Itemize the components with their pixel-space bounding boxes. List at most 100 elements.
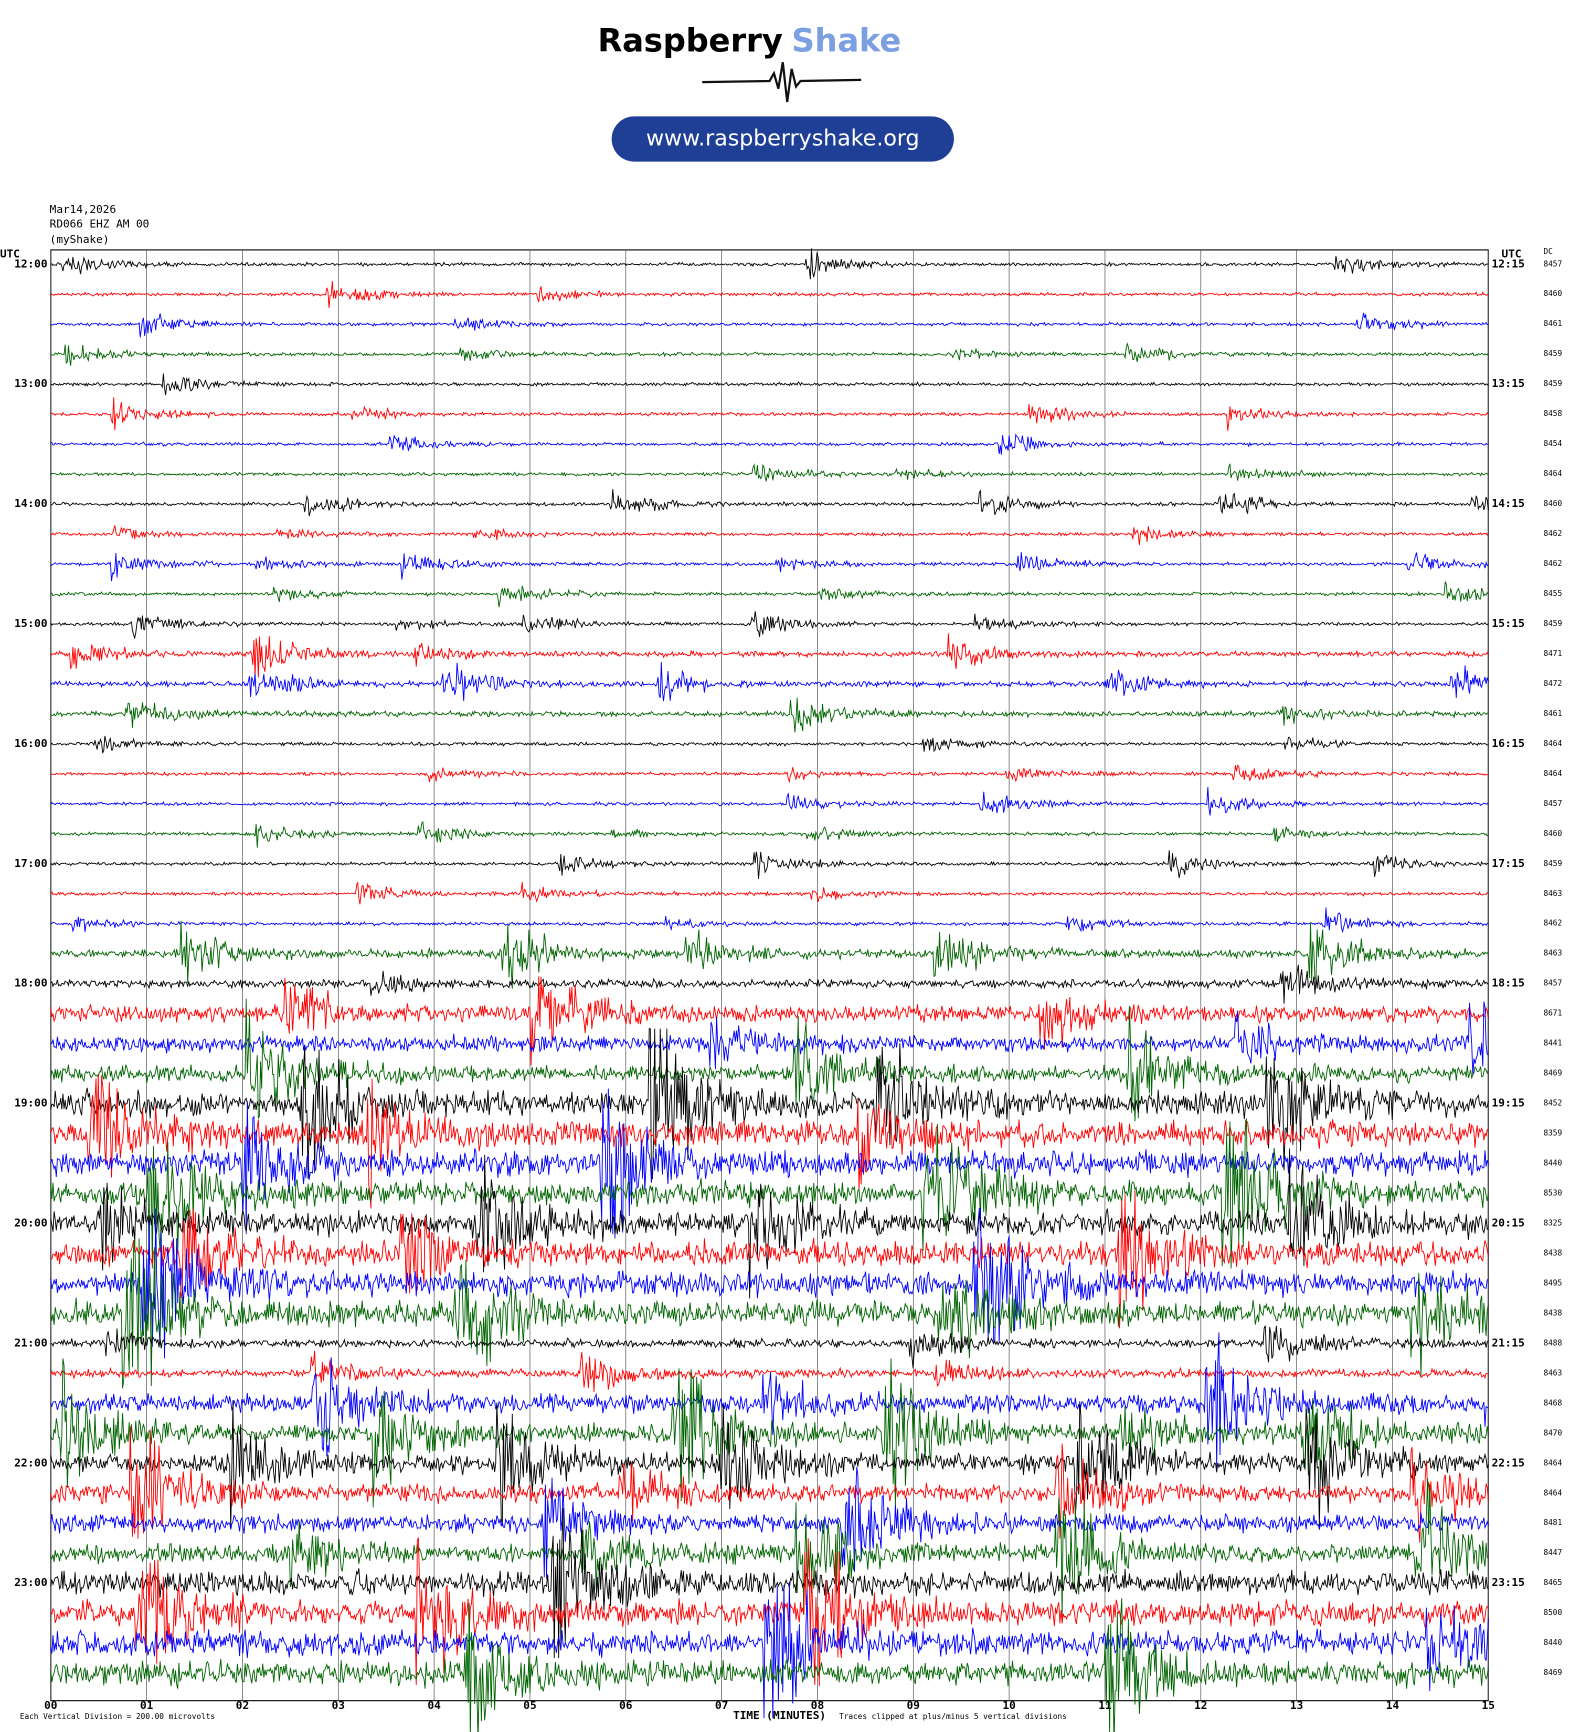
left-time-label: 21:00 xyxy=(14,1336,47,1349)
dc-label: 8471 xyxy=(1544,649,1563,658)
x-tick-label: 04 xyxy=(427,1699,441,1712)
logo-word: Raspberry xyxy=(598,21,783,59)
x-tick-label: 03 xyxy=(332,1699,345,1712)
trace xyxy=(50,433,1489,455)
trace xyxy=(50,463,1489,482)
network: (myShake) xyxy=(50,233,110,246)
x-tick-label: 06 xyxy=(619,1699,633,1712)
left-time-label: 19:00 xyxy=(14,1097,47,1110)
scale-note: Each Vertical Division = 200.00 microvol… xyxy=(20,1712,215,1721)
trace xyxy=(50,1350,1489,1393)
logo-squiggle xyxy=(702,62,862,103)
logo-word: Shake xyxy=(792,21,902,59)
left-time-label: 14:00 xyxy=(14,497,47,510)
trace xyxy=(50,787,1489,816)
left-axis-title: UTC xyxy=(0,247,20,260)
x-tick-label: 07 xyxy=(715,1699,728,1712)
x-axis-label: TIME (MINUTES) xyxy=(733,1709,826,1722)
trace xyxy=(50,1332,1489,1470)
x-tick-label: 09 xyxy=(907,1699,920,1712)
right-time-label: 14:15 xyxy=(1492,497,1525,510)
dc-label: 8481 xyxy=(1544,1518,1563,1527)
left-time-label: 15:00 xyxy=(14,617,47,630)
trace xyxy=(50,611,1489,640)
trace xyxy=(50,281,1489,308)
plot-frame xyxy=(50,249,1489,1702)
trace xyxy=(50,552,1489,582)
dc-label: 8460 xyxy=(1544,499,1563,508)
trace xyxy=(50,820,1489,848)
dc-label: 8469 xyxy=(1544,1668,1563,1677)
x-tick-label: 10 xyxy=(1002,1699,1015,1712)
trace xyxy=(50,1088,1489,1239)
dc-label: 8671 xyxy=(1544,1009,1563,1018)
trace xyxy=(50,881,1489,905)
x-tick-label: 08 xyxy=(811,1699,824,1712)
trace xyxy=(50,1400,1489,1528)
dc-label: 8441 xyxy=(1544,1039,1563,1048)
trace xyxy=(50,1325,1489,1369)
dc-label: 8530 xyxy=(1544,1189,1563,1198)
trace xyxy=(50,697,1489,733)
dc-label: 8459 xyxy=(1544,379,1563,388)
x-tick-label: 01 xyxy=(140,1699,154,1712)
right-time-label: 23:15 xyxy=(1492,1576,1525,1589)
trace xyxy=(50,1426,1489,1543)
dc-label: 8470 xyxy=(1544,1428,1563,1437)
x-tick-label: 12 xyxy=(1194,1699,1207,1712)
dc-label: 8440 xyxy=(1544,1159,1563,1168)
dc-label: 8468 xyxy=(1544,1398,1563,1407)
trace xyxy=(50,1118,1489,1269)
dc-label: 8460 xyxy=(1544,289,1563,298)
trace xyxy=(50,1536,1489,1687)
trace xyxy=(50,1508,1489,1659)
left-time-label: 16:00 xyxy=(14,737,47,750)
dc-label: 8438 xyxy=(1544,1248,1563,1257)
trace xyxy=(50,850,1489,880)
trace xyxy=(50,1208,1489,1359)
dc-label: 8459 xyxy=(1544,349,1563,358)
dc-label: 8325 xyxy=(1544,1219,1563,1228)
right-time-label: 19:15 xyxy=(1492,1097,1525,1110)
clip-note: Traces clipped at plus/minus 5 vertical … xyxy=(839,1712,1067,1721)
dc-label: 8452 xyxy=(1544,1099,1563,1108)
dc-label: 8455 xyxy=(1544,589,1563,598)
dc-label: 8440 xyxy=(1544,1638,1563,1647)
left-time-label: 23:00 xyxy=(14,1576,47,1589)
left-time-label: 20:00 xyxy=(14,1217,47,1230)
url: www.raspberryshake.org xyxy=(646,127,920,152)
dc-label: 8461 xyxy=(1544,319,1563,328)
trace xyxy=(50,342,1489,366)
dc-label: 8457 xyxy=(1544,259,1563,268)
dc-label: 8462 xyxy=(1544,919,1563,928)
x-tick-label: 00 xyxy=(44,1699,57,1712)
dc-label: 8464 xyxy=(1544,769,1563,778)
dc-label: 8462 xyxy=(1544,529,1563,538)
trace xyxy=(50,1148,1489,1299)
x-tick-label: 14 xyxy=(1386,1699,1400,1712)
trace xyxy=(50,735,1489,754)
dc-label: 8457 xyxy=(1544,799,1563,808)
dc-label: 8472 xyxy=(1544,679,1563,688)
trace xyxy=(50,1001,1489,1076)
left-time-label: 22:00 xyxy=(14,1456,47,1469)
date: Mar14,2026 xyxy=(50,203,116,216)
trace xyxy=(50,764,1489,784)
dc-label: 8464 xyxy=(1544,1488,1563,1497)
x-tick-label: 13 xyxy=(1290,1699,1303,1712)
trace xyxy=(50,662,1489,702)
dc-label: 8464 xyxy=(1544,469,1563,478)
dc-label: 8460 xyxy=(1544,829,1563,838)
right-time-label: 12:15 xyxy=(1492,257,1525,270)
right-time-label: 17:15 xyxy=(1492,857,1525,870)
dc-label: 8463 xyxy=(1544,1368,1563,1377)
trace xyxy=(50,581,1489,608)
trace xyxy=(50,633,1489,679)
dc-title: DC xyxy=(1544,247,1554,256)
trace xyxy=(50,489,1489,517)
trace xyxy=(50,1478,1489,1618)
station: RD066 EHZ AM 00 xyxy=(50,218,150,231)
dc-label: 8458 xyxy=(1544,409,1563,418)
